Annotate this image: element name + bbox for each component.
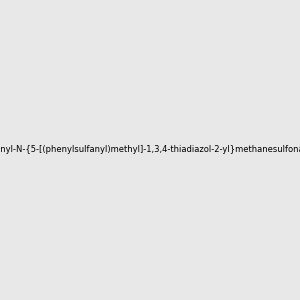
Text: 1-phenyl-N-{5-[(phenylsulfanyl)methyl]-1,3,4-thiadiazol-2-yl}methanesulfonamide: 1-phenyl-N-{5-[(phenylsulfanyl)methyl]-1… [0, 146, 300, 154]
